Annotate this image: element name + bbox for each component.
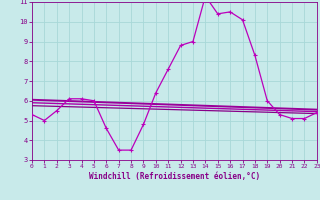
X-axis label: Windchill (Refroidissement éolien,°C): Windchill (Refroidissement éolien,°C) — [89, 172, 260, 181]
